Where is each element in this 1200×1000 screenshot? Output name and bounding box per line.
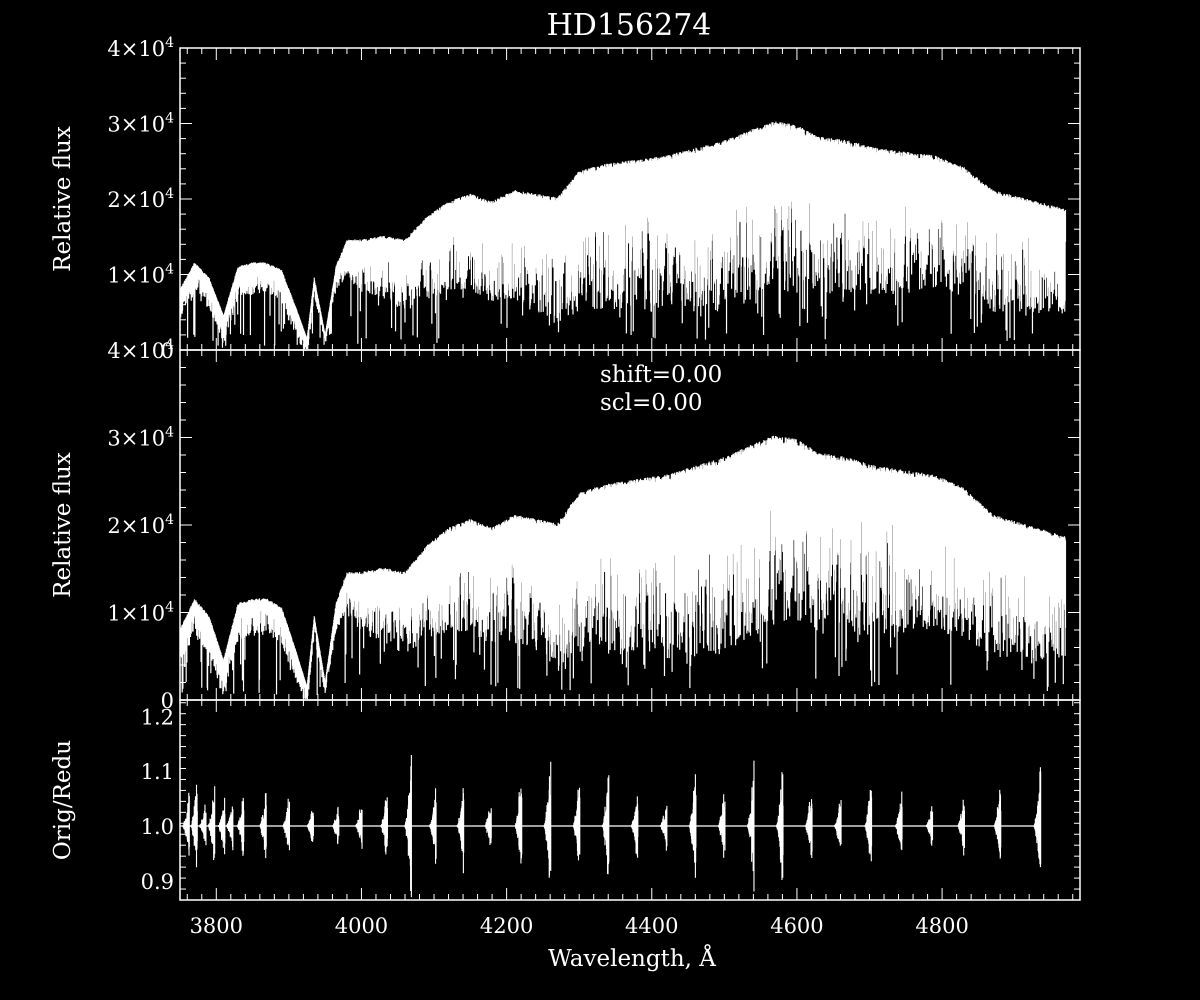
top-ytick-label: 4×104 <box>107 35 174 61</box>
ratio-burst <box>864 790 873 862</box>
ratio-burst <box>483 808 492 845</box>
top-spectrum-series <box>180 121 1067 349</box>
ratio-burst <box>428 788 437 864</box>
ratio-burst <box>804 799 813 858</box>
ratio-burst <box>746 760 755 892</box>
ratio-burst <box>833 800 842 846</box>
top-ytick-label: 1×104 <box>107 262 174 288</box>
ratio-burst <box>331 806 340 845</box>
top-ytick-label: 3×104 <box>107 111 174 137</box>
ratio-burst <box>282 798 290 851</box>
ratio-burst <box>659 805 668 851</box>
ratio-burst <box>456 788 465 874</box>
bottom-ytick-label: 0.9 <box>141 870 174 894</box>
ratio-burst <box>688 774 697 878</box>
middle-ytick-label: 4×104 <box>107 337 174 363</box>
ratio-burst <box>717 794 726 858</box>
bottom-ytick-label: 1.0 <box>141 815 174 839</box>
ratio-burst <box>1033 767 1042 868</box>
ratio-burst <box>225 806 234 851</box>
ratio-burst <box>775 772 784 880</box>
middle-spectrum-series <box>180 435 1067 699</box>
scl-annotation: scl=0.00 <box>600 390 703 416</box>
ratio-burst <box>925 806 934 846</box>
panel-bottom-ratio: 0.9 1.0 1.1 1.2 Orig/Redu 3800 4000 4200 4400 460… <box>50 699 1081 938</box>
bottom-ylabel: Orig/Redu <box>50 740 76 860</box>
ratio-burst <box>403 755 412 898</box>
bottom-xtick-label: 4400 <box>625 914 678 938</box>
ratio-burst <box>236 797 245 856</box>
top-ylabel: Relative flux <box>50 126 76 272</box>
bottom-xtick-label: 4000 <box>335 914 388 938</box>
ratio-burst <box>630 796 639 858</box>
middle-ytick-label: 2×104 <box>107 512 174 538</box>
ratio-burst <box>543 761 552 878</box>
middle-ytick-label: 0 <box>161 689 174 713</box>
shift-annotation: shift=0.00 <box>600 362 722 388</box>
middle-ylabel: Relative flux <box>50 452 76 598</box>
ratio-burst <box>993 789 1002 859</box>
ratio-burst <box>258 793 267 859</box>
bottom-ytick-label: 1.2 <box>141 705 174 729</box>
ratio-burst <box>514 788 523 864</box>
ratio-burst <box>354 809 363 849</box>
ratio-burst <box>894 791 903 851</box>
ratio-burst <box>572 787 581 861</box>
middle-ytick-label: 1×104 <box>107 600 174 626</box>
ratio-burst <box>198 804 207 846</box>
ratio-burst <box>601 775 610 875</box>
bottom-xtick-label: 3800 <box>190 914 243 938</box>
bottom-xtick-label: 4600 <box>770 914 823 938</box>
ratio-burst <box>189 784 198 868</box>
ratio-burst <box>305 811 314 842</box>
chart-title: HD156274 <box>547 8 712 43</box>
middle-ytick-label: 3×104 <box>107 425 174 451</box>
bottom-ytick-label: 1.1 <box>141 760 174 784</box>
top-ytick-label: 0 <box>161 339 174 363</box>
bottom-frame <box>179 699 1081 901</box>
ratio-burst <box>380 797 388 855</box>
top-ytick-label: 2×104 <box>107 186 174 212</box>
ratio-burst <box>957 799 965 856</box>
ratio-burst <box>217 797 226 855</box>
ratio-burst <box>181 792 190 856</box>
bottom-xtick-label: 4200 <box>480 914 533 938</box>
bottom-xtick-label: 4800 <box>915 914 968 938</box>
panel-middle-flux: 0 1×104 2×104 3×104 4×104 Relative flux <box>50 337 1081 713</box>
ratio-burst <box>207 786 216 861</box>
x-axis-label: Wavelength, Å <box>548 944 716 972</box>
panel-top-flux: 0 1×104 2×104 3×104 4×104 Relative flux <box>50 35 1081 363</box>
